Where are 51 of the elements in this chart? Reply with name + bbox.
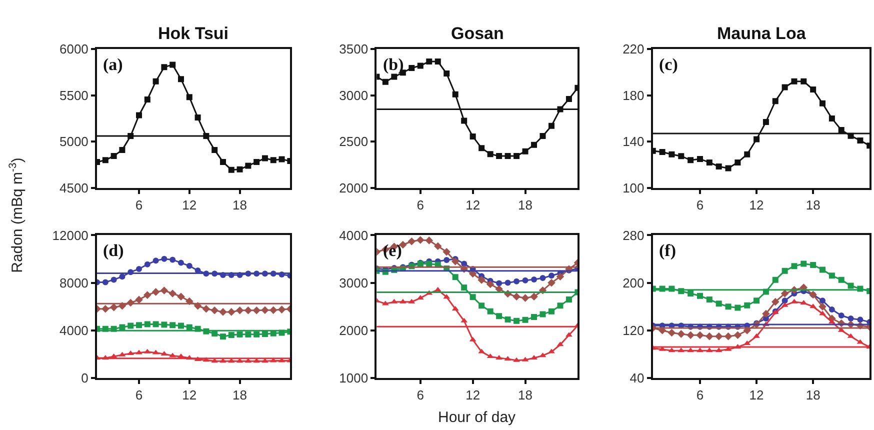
x-tick-label: 12: [749, 388, 764, 403]
y-tick-label: 3500: [339, 42, 368, 57]
y-tick-label: 180: [622, 88, 644, 103]
x-tick-label: 18: [232, 198, 248, 213]
chart-title: Hok Tsui: [158, 24, 229, 43]
y-tick-label: 220: [622, 42, 644, 57]
y-tick-label: 1000: [339, 370, 368, 386]
y-tick-label: 40: [630, 370, 644, 386]
y-tick-label: 120: [622, 322, 644, 338]
y-tick-label: 8000: [59, 275, 88, 290]
x-axis-title: Hour of day: [438, 409, 516, 426]
y-tick-label: 4000: [59, 322, 88, 338]
annotation: (f): [659, 241, 676, 260]
x-tick-label: 18: [806, 388, 820, 403]
annotation: (a): [103, 55, 123, 74]
x-tick-label: 12: [749, 198, 764, 213]
x-tick-label: 6: [696, 198, 704, 213]
y-tick-label: 140: [622, 134, 644, 150]
x-tick-label: 12: [466, 198, 480, 213]
annotation: (c): [659, 55, 678, 74]
y-tick-label: 2500: [339, 134, 368, 150]
y-tick-label: 2000: [339, 322, 368, 338]
y-tick-label: 3000: [339, 275, 368, 290]
x-tick-label: 18: [518, 388, 533, 403]
y-tick-label: 3000: [339, 88, 368, 103]
y-tick-label: 100: [622, 180, 644, 196]
x-tick-label: 12: [182, 198, 197, 213]
y-tick-label: 5500: [59, 88, 88, 103]
y-tick-label: 200: [622, 275, 644, 290]
y-tick-label: 12000: [52, 228, 88, 243]
x-tick-label: 18: [806, 198, 820, 213]
x-tick-label: 6: [416, 198, 424, 213]
x-tick-label: 12: [466, 388, 480, 403]
y-tick-label: 4000: [339, 228, 368, 243]
chart-title: Gosan: [451, 24, 504, 43]
x-tick-label: 18: [232, 388, 248, 403]
x-tick-label: 6: [135, 388, 143, 403]
chart-title: Mauna Loa: [717, 24, 806, 43]
annotation: (d): [103, 241, 124, 260]
x-tick-label: 6: [696, 388, 704, 403]
y-tick-label: 2000: [339, 180, 368, 196]
y-tick-label: 280: [622, 228, 644, 243]
y-tick-label: 4500: [59, 180, 88, 196]
annotation: (b): [383, 55, 404, 74]
x-tick-label: 6: [135, 198, 143, 213]
x-tick-label: 6: [416, 388, 424, 403]
y-tick-label: 6000: [59, 42, 88, 57]
x-tick-label: 18: [518, 198, 533, 213]
y-tick-label: 0: [81, 370, 88, 386]
x-tick-label: 12: [182, 388, 197, 403]
y-tick-label: 5000: [59, 134, 88, 150]
